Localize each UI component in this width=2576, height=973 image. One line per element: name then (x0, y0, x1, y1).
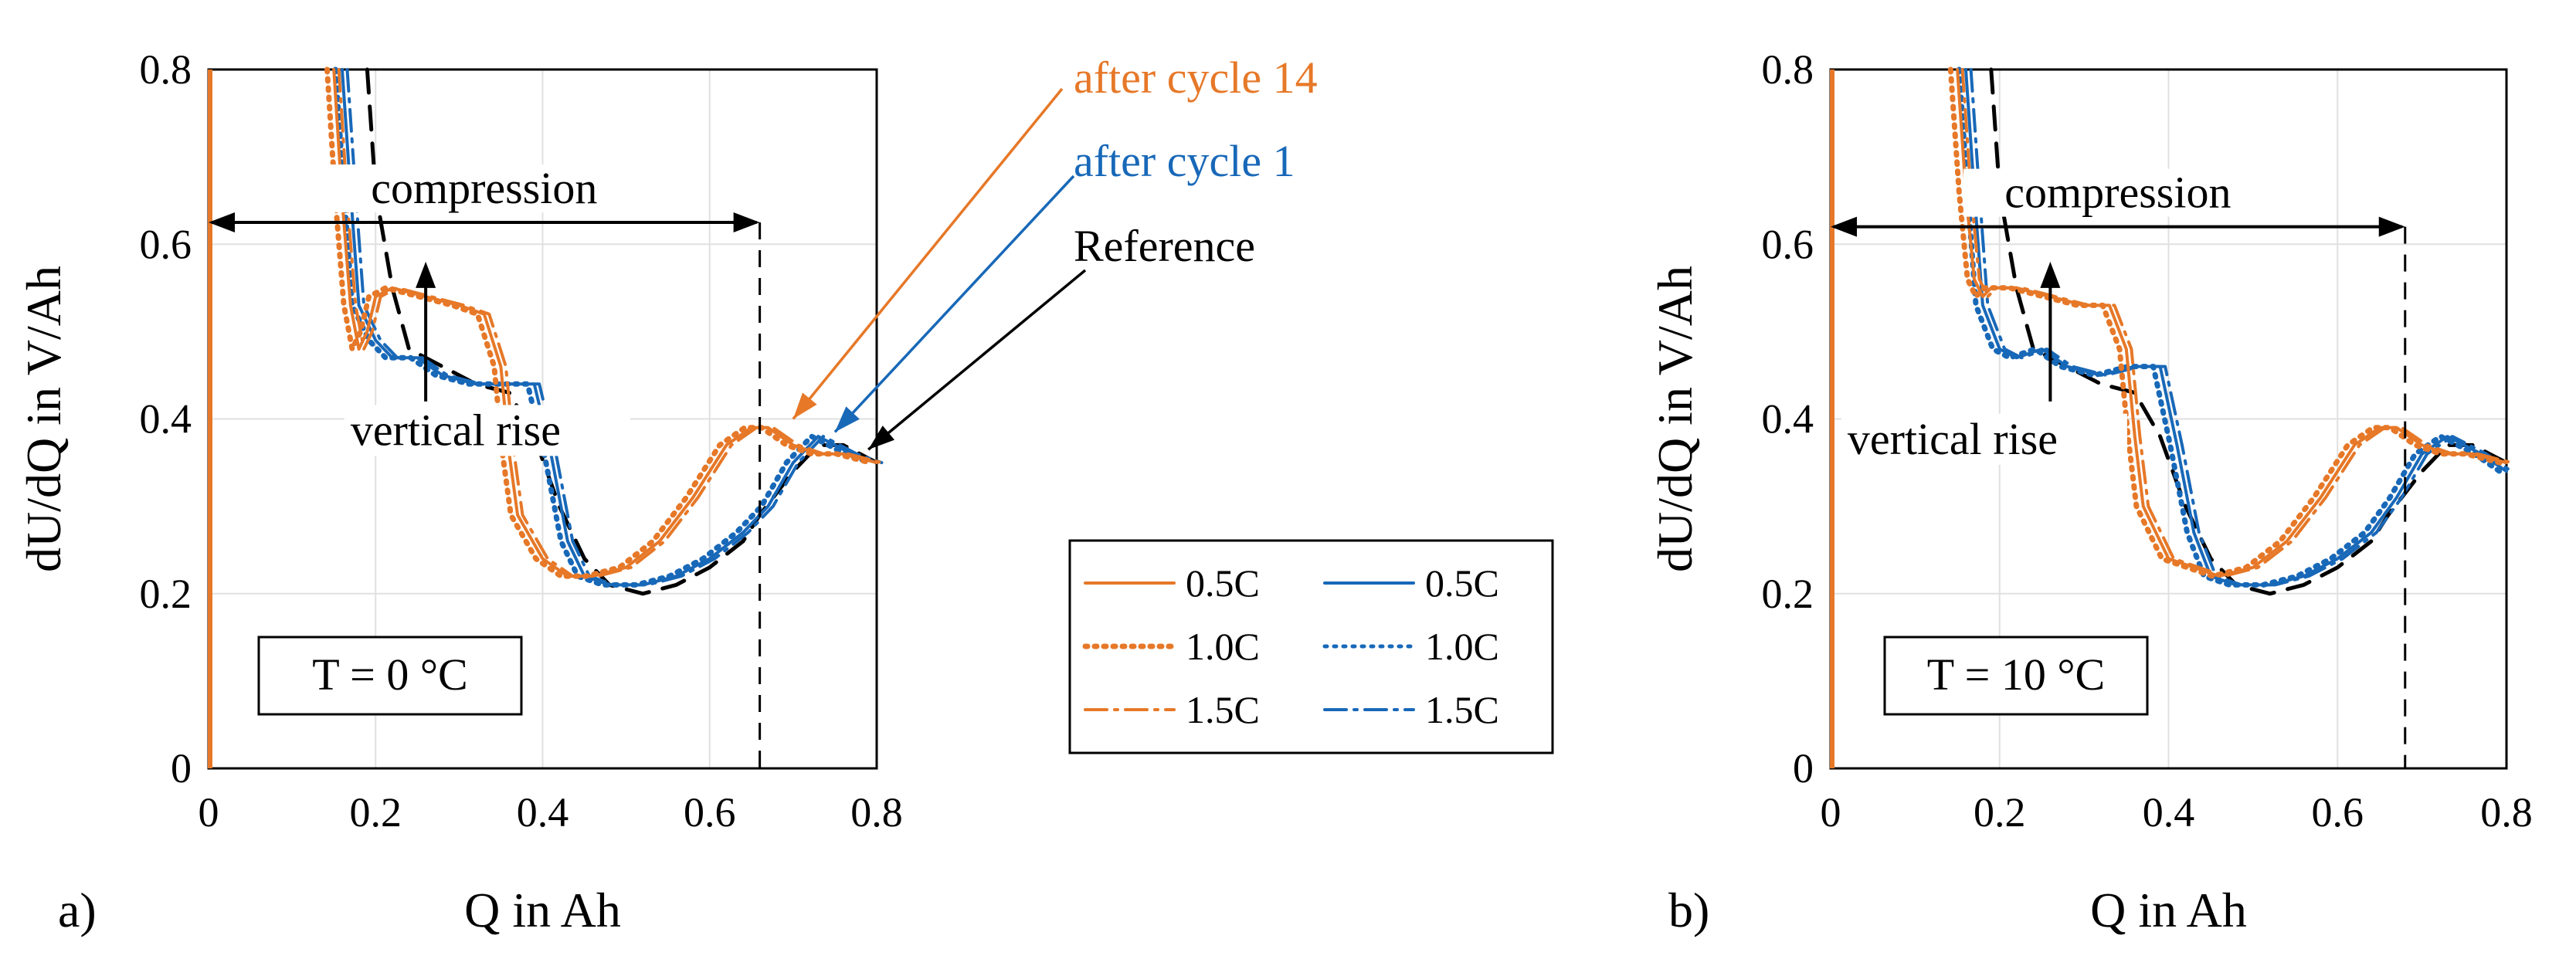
y-tick-label: 0.2 (140, 571, 192, 617)
panel-label: a) (58, 883, 97, 937)
legend-label-orange: 0.5C (1186, 561, 1260, 605)
after-cycle-14-pointer (792, 87, 1064, 420)
vertical-rise-label: vertical rise (1848, 414, 2058, 464)
x-tick-label: 0.8 (850, 789, 903, 836)
x-tick-label: 0.2 (350, 789, 402, 836)
compression-arrowhead-right (733, 212, 760, 232)
vertical-rise-label-bg (1841, 413, 2127, 465)
x-axis-label: Q in Ah (464, 883, 621, 937)
series-line (332, 68, 878, 578)
x-tick-label: 0.6 (2312, 789, 2364, 836)
x-tick-label: 0.2 (1974, 789, 2026, 836)
legend: 0.5C 0.5C 1.0C 1.0C 1.5C 1.5C (1068, 539, 1554, 754)
after-cycle-14-label: after cycle 14 (1074, 53, 1318, 103)
series-line (324, 66, 873, 579)
vertical-rise-arrowhead (416, 261, 436, 288)
compression-arrowhead-right (2378, 216, 2405, 237)
series-line (341, 68, 878, 587)
x-tick-label: 0.4 (2143, 789, 2195, 836)
series-line (1956, 66, 2503, 588)
series-line (1956, 68, 2508, 578)
legend-label-orange: 1.5C (1186, 688, 1260, 731)
after-cycle-1-arrowhead (834, 406, 860, 432)
y-tick-label: 0.4 (140, 396, 192, 442)
y-tick-label: 0 (1793, 745, 1814, 792)
after-cycle-14-arrowhead (792, 392, 817, 419)
legend-label-blue: 1.5C (1425, 688, 1499, 731)
y-tick-label: 0.6 (140, 221, 192, 267)
after-cycle-1-pointer (833, 175, 1075, 433)
vertical-rise-label-bg (344, 405, 630, 456)
series-line (345, 68, 884, 587)
series-line (1969, 68, 2513, 587)
y-tick-label: 0.8 (140, 46, 192, 93)
temperature-box (257, 636, 523, 716)
vertical-rise-label: vertical rise (351, 405, 561, 455)
y-axis-label: dU/dQ in V/Ah (16, 266, 71, 572)
reference-label: Reference (1074, 221, 1255, 271)
x-tick-label: 0.6 (684, 789, 736, 836)
y-tick-label: 0 (171, 745, 192, 792)
temperature-box (1883, 636, 2149, 716)
x-tick-label: 0 (1821, 789, 1841, 836)
compression-arrowhead-left (1831, 216, 1857, 237)
after-cycle-1-label: after cycle 1 (1074, 136, 1295, 186)
reference-pointer (867, 269, 1087, 451)
panel-label: b) (1668, 883, 1709, 937)
y-tick-label: 0.8 (1762, 46, 1814, 93)
temperature-label: T = 0 °C (312, 649, 467, 700)
panel-a: 0 0.2 0.4 0.6 0.8 0 0.2 0.4 0.6 0.8 compression ver… (16, 46, 1318, 937)
x-tick-label: 0 (199, 789, 219, 836)
compression-label-bg (329, 164, 639, 212)
y-tick-label: 0.2 (1762, 571, 1814, 617)
x-axis-label: Q in Ah (2090, 883, 2247, 937)
y-tick-label: 0.6 (1762, 221, 1814, 267)
compression-label-bg (1963, 168, 2272, 217)
vertical-rise-arrowhead (2040, 261, 2061, 288)
compression-arrowhead-left (209, 212, 235, 232)
x-tick-label: 0.4 (517, 789, 569, 836)
series-line (1947, 66, 2503, 579)
legend-label-orange: 1.0C (1186, 625, 1260, 668)
x-tick-label: 0.8 (2480, 789, 2533, 836)
y-axis-label: dU/dQ in V/Ah (1648, 266, 1702, 572)
legend-label-blue: 1.0C (1425, 625, 1499, 668)
series-line (337, 68, 884, 578)
series-line (1960, 68, 2513, 578)
temperature-label: T = 10 °C (1927, 649, 2105, 700)
series-line (365, 67, 879, 596)
legend-label-blue: 0.5C (1425, 561, 1499, 605)
y-tick-label: 0.4 (1762, 396, 1814, 442)
compression-label: compression (371, 163, 597, 213)
series-line (1964, 68, 2508, 587)
compression-label: compression (2004, 168, 2231, 218)
reference-arrowhead (868, 425, 895, 450)
series-line (332, 66, 873, 588)
series-line (1989, 67, 2509, 596)
panel-b: 0 0.2 0.4 0.6 0.8 0 0.2 0.4 0.6 0.8 compression ver… (1648, 46, 2533, 937)
